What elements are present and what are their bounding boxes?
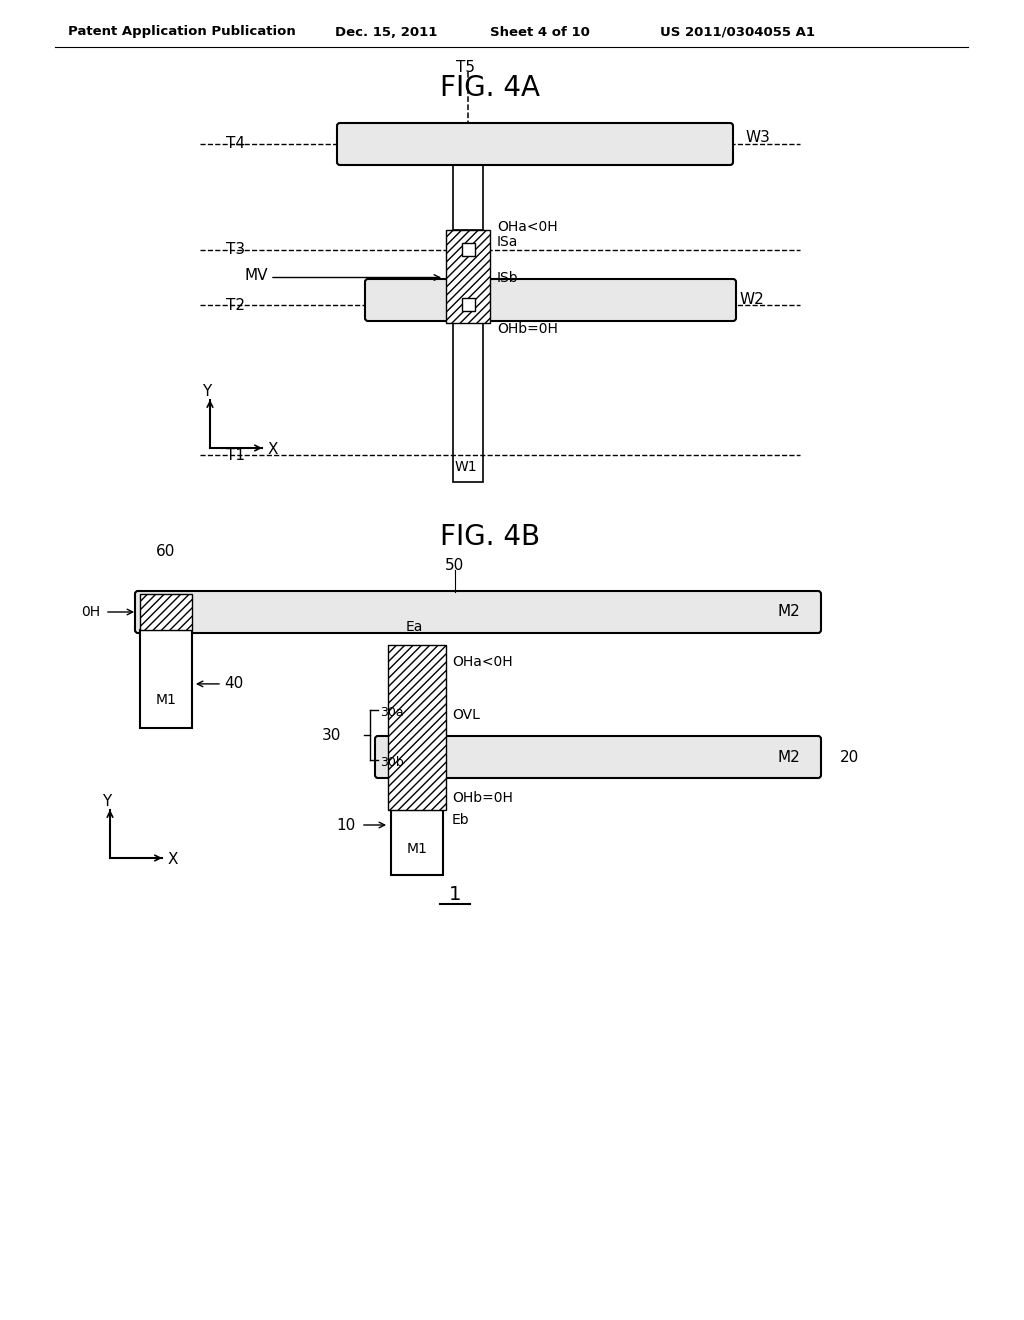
Text: M1: M1 [156, 693, 176, 708]
Bar [388, 645, 446, 810]
FancyBboxPatch shape [135, 591, 821, 634]
Bar [140, 630, 193, 729]
Text: 60: 60 [157, 544, 176, 560]
Text: T5: T5 [457, 61, 475, 75]
Text: X: X [268, 442, 279, 458]
Text: T3: T3 [226, 243, 245, 257]
Text: Y: Y [102, 793, 112, 808]
Text: FIG. 4A: FIG. 4A [440, 74, 540, 102]
FancyBboxPatch shape [337, 123, 733, 165]
Text: W1: W1 [455, 459, 477, 474]
Text: OVL: OVL [452, 708, 480, 722]
Bar [462, 298, 475, 312]
FancyBboxPatch shape [375, 737, 821, 777]
Bar [462, 243, 475, 256]
Text: 30: 30 [322, 727, 341, 742]
Text: 1: 1 [449, 886, 461, 904]
Text: W2: W2 [739, 293, 764, 308]
Text: ISb: ISb [497, 271, 518, 285]
Text: Dec. 15, 2011: Dec. 15, 2011 [335, 25, 437, 38]
Text: T2: T2 [226, 297, 245, 313]
Text: T1: T1 [226, 447, 245, 462]
Text: M2: M2 [777, 605, 800, 619]
Text: Patent Application Publication: Patent Application Publication [68, 25, 296, 38]
Text: 30b: 30b [380, 756, 403, 770]
Text: OHa<0H: OHa<0H [452, 655, 513, 669]
Text: 10: 10 [336, 817, 355, 833]
Text: 20: 20 [840, 750, 859, 764]
Text: Ea: Ea [406, 620, 423, 634]
FancyBboxPatch shape [365, 279, 736, 321]
Bar [446, 230, 490, 323]
Text: MV: MV [245, 268, 268, 282]
Text: T4: T4 [226, 136, 245, 152]
Text: Sheet 4 of 10: Sheet 4 of 10 [490, 25, 590, 38]
Text: US 2011/0304055 A1: US 2011/0304055 A1 [660, 25, 815, 38]
Text: 30a: 30a [380, 706, 403, 719]
Text: OHb=0H: OHb=0H [497, 322, 558, 337]
Text: Eb: Eb [452, 813, 470, 828]
Text: 50: 50 [445, 558, 465, 573]
Text: OHb=0H: OHb=0H [452, 791, 513, 805]
Text: 0H: 0H [81, 605, 100, 619]
Text: X: X [168, 853, 178, 867]
Bar [453, 323, 483, 482]
Text: ISa: ISa [497, 235, 518, 249]
Text: Y: Y [203, 384, 212, 399]
Text: FIG. 4B: FIG. 4B [440, 523, 540, 550]
Bar [140, 594, 193, 630]
Bar [391, 810, 443, 875]
Text: M2: M2 [777, 750, 800, 764]
Text: OHa<0H: OHa<0H [497, 220, 558, 234]
Bar [453, 162, 483, 230]
Text: M1: M1 [407, 842, 427, 855]
Text: W3: W3 [745, 129, 770, 144]
Text: 40: 40 [224, 676, 244, 692]
